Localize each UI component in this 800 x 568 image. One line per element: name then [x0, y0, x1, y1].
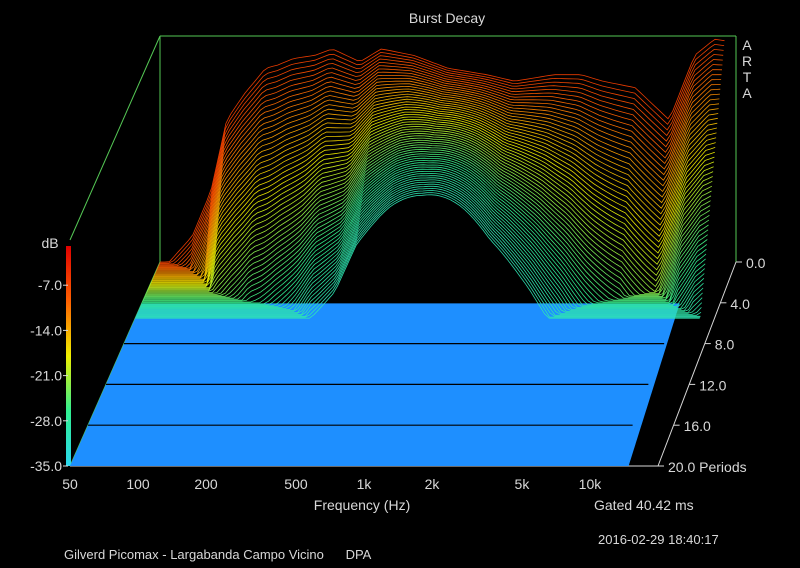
decay-slice [153, 93, 719, 277]
decay-slice [154, 88, 720, 275]
decay-slice [142, 155, 708, 302]
y-tick-label: 8.0 [715, 337, 735, 353]
decay-slice [160, 38, 725, 263]
decay-slice [144, 148, 709, 299]
decay-slice [149, 118, 715, 287]
decay-slice [139, 173, 705, 309]
y-tick-label: 4.0 [730, 296, 750, 312]
decay-slice [150, 114, 715, 285]
decay-slice [152, 103, 717, 281]
z-tick-label: -21.0 [30, 368, 62, 384]
x-axis-label: Frequency (Hz) [314, 497, 410, 513]
z-tick-label: -7.0 [38, 277, 62, 293]
x-tick-label: 10k [579, 476, 603, 492]
z-tick-label: -14.0 [30, 322, 62, 338]
z-ticks: -7.0 -14.0 -21.0 -28.0 -35.0 [30, 277, 68, 474]
caption: Gilverd Picomax - Largabanda Campo Vicin… [64, 547, 372, 562]
y-tick-label: 0.0 [746, 255, 766, 271]
decay-slice [141, 162, 707, 305]
brand-letter: A [742, 85, 752, 101]
decay-slice [141, 159, 707, 304]
x-tick-label: 1k [357, 476, 373, 492]
decay-slice [139, 175, 704, 310]
x-ticks: 50 100 200 500 1k 2k 5k 10k [62, 476, 602, 492]
decay-slice [157, 68, 723, 269]
decay-slice [144, 144, 710, 297]
decay-slice [153, 96, 718, 278]
decay-slice [158, 54, 724, 266]
decay-slice [140, 168, 705, 308]
decay-slice [142, 157, 708, 303]
decay-slice [138, 177, 704, 311]
z-tick-label: -28.0 [30, 413, 62, 429]
decay-slice [145, 139, 711, 295]
decay-slice [139, 170, 705, 309]
decay-slice [144, 146, 710, 298]
x-tick-label: 200 [194, 476, 218, 492]
decay-slice [152, 101, 717, 280]
y-tick-label: 16.0 [684, 418, 711, 434]
decay-slice [136, 185, 702, 315]
frame-left-top-edge [69, 35, 161, 241]
y-tick-label: 20.0 Periods [668, 459, 747, 475]
decay-slice [154, 91, 719, 276]
decay-slice [156, 75, 722, 270]
colorbar [66, 246, 71, 466]
decay-slice [146, 135, 712, 293]
decay-slice [151, 106, 717, 282]
x-tick-label: 2k [425, 476, 441, 492]
decay-slice [137, 183, 703, 314]
decay-slice [155, 80, 721, 272]
decay-slice [156, 78, 721, 271]
decay-slice [158, 59, 723, 267]
decay-slice [135, 192, 701, 318]
decay-slice [152, 98, 718, 279]
brand-letter: A [742, 37, 752, 53]
decay-slice [140, 166, 706, 307]
y-ticks: 0.0 4.0 8.0 12.0 16.0 20.0 Periods [658, 255, 766, 475]
decay-slice [157, 64, 723, 268]
decay-slice [149, 116, 715, 286]
brand-letter: T [743, 69, 752, 85]
decay-slice [159, 48, 724, 265]
decay-slice [138, 179, 703, 312]
decay-slice [155, 85, 720, 274]
decay-slice [147, 128, 713, 290]
z-tick-label: -35.0 [30, 458, 62, 474]
decay-slice [137, 181, 703, 313]
timestamp: 2016-02-29 18:40:17 [598, 532, 719, 547]
decay-slice [157, 71, 722, 270]
gate-label: Gated 40.42 ms [594, 497, 694, 513]
x-tick-label: 500 [284, 476, 308, 492]
decay-slice [136, 187, 702, 316]
decay-slice [148, 126, 713, 290]
decay-slice [151, 109, 716, 283]
x-tick-label: 50 [62, 476, 78, 492]
decay-slice [155, 83, 720, 273]
decay-slice [147, 130, 713, 291]
y-tick-label: 12.0 [699, 377, 726, 393]
brand-letter: R [742, 53, 752, 69]
chart-title: Burst Decay [409, 10, 485, 26]
x-tick-label: 100 [126, 476, 150, 492]
decay-slice [159, 43, 725, 264]
frame-right-floor-edge [657, 261, 737, 467]
decay-slice [143, 153, 708, 301]
decay-slice [143, 151, 709, 300]
decay-slice [136, 190, 701, 317]
decay-slice [135, 194, 700, 319]
decay-slice [147, 133, 712, 293]
x-tick-label: 5k [515, 476, 531, 492]
decay-slice [150, 111, 716, 284]
decay-slice [145, 142, 711, 296]
decay-slice [146, 137, 711, 294]
decay-slice [141, 164, 706, 306]
z-axis-label: dB [41, 235, 58, 251]
decay-slice [148, 123, 714, 289]
decay-slice [149, 121, 714, 288]
